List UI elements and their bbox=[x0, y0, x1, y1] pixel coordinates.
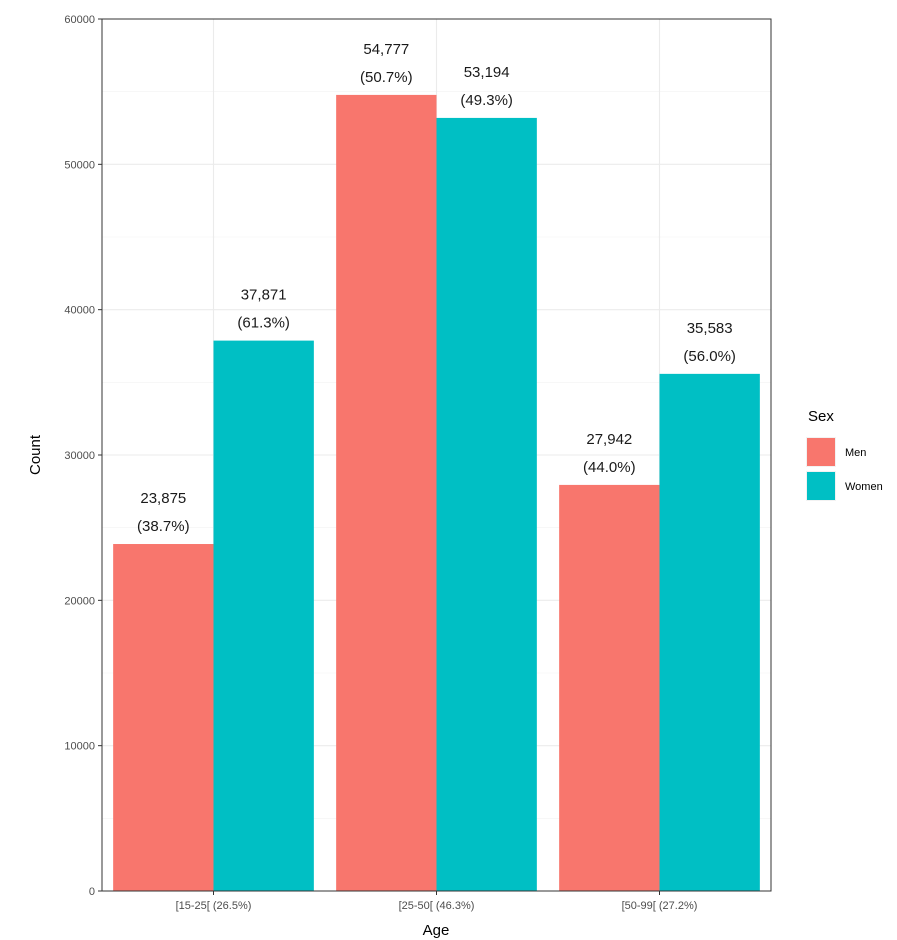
legend: Sex Men Women bbox=[806, 408, 883, 501]
data-label-count: 53,194 bbox=[464, 64, 510, 81]
data-label-percent: (38.7%) bbox=[137, 518, 190, 535]
bar-women bbox=[213, 340, 314, 891]
bars bbox=[113, 94, 760, 892]
y-tick-label: 50000 bbox=[64, 159, 95, 171]
y-axis: 0 10000 20000 30000 40000 50000 60000 bbox=[64, 14, 102, 898]
data-label-count: 54,777 bbox=[363, 41, 409, 58]
x-tick-label: [50-99[ (27.2%) bbox=[622, 900, 698, 912]
legend-title: Sex bbox=[808, 408, 834, 425]
y-tick-label: 30000 bbox=[64, 450, 95, 462]
bar-men bbox=[559, 484, 660, 891]
y-axis-title: Count bbox=[27, 434, 44, 475]
x-tick-label: [15-25[ (26.5%) bbox=[176, 900, 252, 912]
data-label-percent: (56.0%) bbox=[683, 348, 736, 365]
data-label-percent: (61.3%) bbox=[237, 315, 290, 332]
bar-women bbox=[436, 117, 537, 891]
x-axis-title: Age bbox=[423, 922, 450, 939]
data-label-count: 35,583 bbox=[687, 320, 733, 337]
y-tick-label: 40000 bbox=[64, 305, 95, 317]
data-label-count: 37,871 bbox=[241, 287, 287, 304]
data-labels: 23,875 (38.7%) 54,777 (50.7%) 27,942 (44.0%) 3… bbox=[137, 41, 736, 535]
bar-men bbox=[113, 544, 214, 891]
data-label-count: 23,875 bbox=[140, 490, 186, 507]
legend-label-men: Men bbox=[845, 447, 866, 459]
data-label-percent: (50.7%) bbox=[360, 69, 413, 86]
legend-label-women: Women bbox=[845, 481, 883, 493]
data-label-percent: (49.3%) bbox=[460, 92, 513, 109]
data-label-count: 27,942 bbox=[586, 431, 632, 448]
data-label-percent: (44.0%) bbox=[583, 459, 636, 476]
x-axis: [15-25[ (26.5%) [25-50[ (46.3%) [50-99[ (2… bbox=[176, 891, 698, 912]
x-tick-label: [25-50[ (46.3%) bbox=[399, 900, 475, 912]
bar-women bbox=[659, 373, 760, 891]
legend-key-women bbox=[807, 472, 835, 500]
y-tick-label: 60000 bbox=[64, 14, 95, 26]
y-tick-label: 10000 bbox=[64, 741, 95, 753]
y-tick-label: 20000 bbox=[64, 595, 95, 607]
bar-men bbox=[336, 94, 437, 892]
y-tick-label: 0 bbox=[89, 886, 95, 898]
legend-key-men bbox=[807, 438, 835, 466]
